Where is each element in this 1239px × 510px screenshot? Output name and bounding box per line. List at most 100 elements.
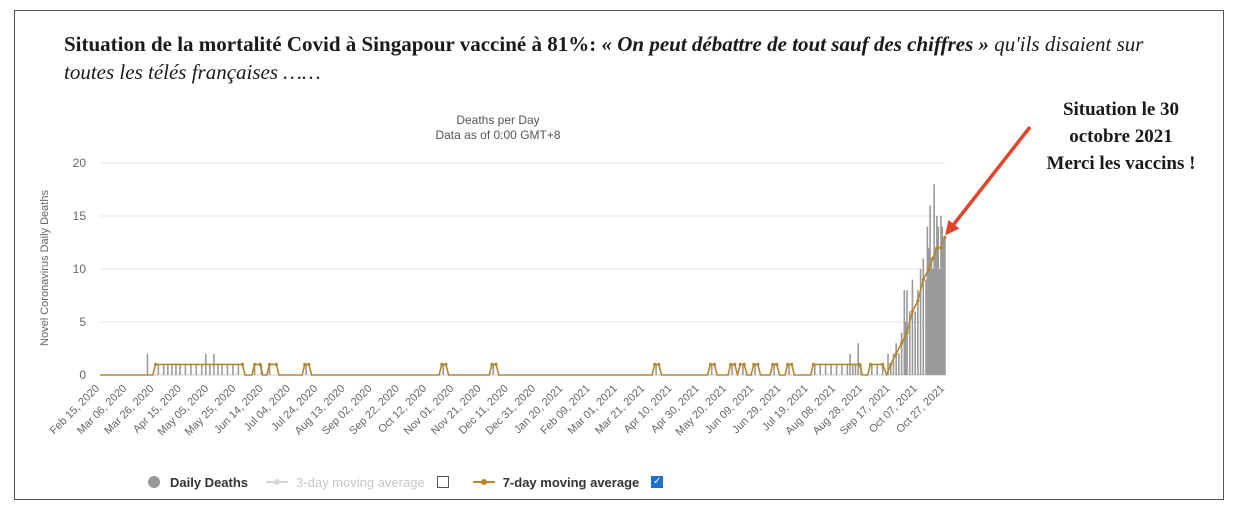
ma7-point [916, 299, 920, 303]
daily-deaths-bar [881, 364, 884, 375]
ma7-point [240, 362, 245, 366]
daily-deaths-bar [773, 364, 775, 375]
ma7-point [905, 331, 909, 335]
daily-deaths-bar [742, 364, 744, 375]
daily-deaths-bar [917, 290, 919, 375]
ma7-point [786, 362, 790, 366]
y-tick-label: 20 [73, 156, 87, 170]
chart-subtitle: Data as of 0:00 GMT+8 [435, 128, 560, 142]
daily-deaths-bar [900, 332, 903, 375]
daily-deaths-bar [846, 364, 849, 375]
daily-deaths-bar [931, 269, 934, 375]
ma7-point [307, 362, 311, 366]
daily-deaths-bar [922, 258, 925, 375]
daily-deaths-bar [904, 322, 907, 375]
daily-deaths-bar [908, 311, 911, 375]
ma7-point [258, 362, 262, 366]
daily-deaths-bar [926, 226, 929, 375]
daily-deaths-bar [887, 353, 889, 375]
daily-deaths-bar [200, 364, 203, 375]
ma7-point [440, 362, 444, 366]
daily-deaths-bar [841, 364, 843, 375]
legend-7day-ma-checkbox[interactable]: ✓ [651, 476, 664, 488]
daily-deaths-bar [911, 279, 914, 375]
daily-deaths-bar [870, 364, 873, 375]
ma7-point [444, 362, 448, 366]
ma7-point [712, 362, 717, 366]
daily-deaths-bar [936, 216, 938, 375]
ma7-point [811, 362, 816, 366]
legend-daily-deaths[interactable]: Daily Deaths [148, 475, 248, 490]
daily-deaths-bar [167, 364, 169, 375]
daily-deaths-bar [195, 364, 198, 375]
legend-7day-ma[interactable]: 7-day moving average ✓ [472, 475, 670, 490]
daily-deaths-bar [919, 269, 922, 375]
headline-part-3: qu'ils disaient sur toutes les télés fra… [64, 32, 1144, 84]
ma7-point [939, 246, 943, 250]
daily-deaths-bar [209, 364, 211, 375]
daily-deaths-bar [442, 364, 444, 375]
daily-deaths-bar [942, 237, 945, 375]
legend-daily-deaths-label: Daily Deaths [170, 474, 249, 490]
daily-deaths-bar [876, 364, 878, 375]
headline-part-2: « On peut débattre de tout sauf des chif… [601, 32, 989, 56]
daily-deaths-bar [146, 353, 149, 375]
annotation-line-2: octobre 2021 [1069, 126, 1173, 147]
legend-3day-ma[interactable]: 3-day moving average [266, 475, 455, 490]
daily-deaths-bar [903, 290, 906, 375]
daily-deaths-bar [710, 364, 713, 375]
daily-deaths-bar [914, 311, 916, 375]
daily-deaths-bar [835, 364, 838, 375]
daily-deaths-bar [851, 364, 854, 375]
annotation-note: Situation le 30 octobre 2021 Merci les v… [1012, 96, 1230, 177]
chart-frame [14, 10, 1224, 500]
daily-deaths-bar [927, 247, 930, 375]
daily-deaths-bar [788, 364, 790, 375]
daily-deaths-bar [830, 364, 832, 375]
ma7-point [857, 362, 862, 366]
legend-3day-ma-checkbox[interactable] [436, 476, 449, 488]
daily-deaths-bar [731, 364, 733, 375]
daily-deaths-bar [226, 364, 229, 375]
ma7-point [943, 235, 947, 239]
ma7-point [775, 362, 779, 366]
daily-deaths-bar [232, 364, 234, 375]
daily-deaths-bar [217, 364, 219, 375]
y-axis-label: Novel Coronavirus Daily Deaths [39, 190, 51, 346]
daily-deaths-bar [889, 364, 892, 375]
y-tick-label: 10 [73, 262, 87, 276]
ma7-point [653, 362, 657, 366]
daily-deaths-bar [655, 364, 657, 375]
ma7-point [790, 362, 794, 366]
ma7-point [729, 362, 733, 366]
ma7-point [899, 341, 904, 345]
chart-title: Deaths per Day [456, 113, 539, 127]
daily-deaths-bar [754, 364, 756, 375]
daily-deaths-bar [171, 364, 173, 375]
daily-deaths-bar [934, 247, 937, 375]
legend-7day-ma-swatch [472, 476, 495, 488]
daily-deaths-bar [824, 364, 827, 375]
legend-3day-ma-swatch [266, 476, 289, 488]
legend-daily-deaths-swatch [148, 476, 160, 488]
ma7-point [921, 278, 925, 282]
daily-deaths-bar [305, 364, 307, 375]
ma7-point [494, 362, 498, 366]
chart-legend: Daily Deaths 3-day moving average 7-day … [148, 470, 687, 494]
daily-deaths-bar [157, 364, 160, 375]
ma7-line [100, 236, 946, 376]
headline-part-1: Situation de la mortalité Covid à Singap… [64, 32, 602, 56]
daily-deaths-bar [944, 237, 946, 375]
legend-3day-ma-label: 3-day moving average [296, 474, 425, 490]
annotation-line-1: Situation le 30 [1062, 99, 1180, 120]
daily-deaths-bar [892, 353, 895, 375]
daily-deaths-bar [925, 279, 927, 375]
daily-deaths-bar [938, 269, 941, 375]
daily-deaths-bar [184, 364, 187, 375]
annotation-line-3: Merci les vaccins ! [1046, 153, 1196, 174]
daily-deaths-bar [930, 258, 933, 375]
daily-deaths-bar [268, 364, 271, 375]
daily-deaths-bar [175, 364, 177, 375]
y-tick-label: 5 [79, 315, 86, 329]
